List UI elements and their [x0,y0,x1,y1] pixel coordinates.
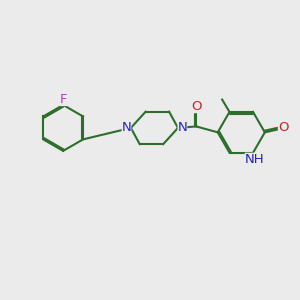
Text: O: O [191,100,202,113]
Text: F: F [59,93,67,106]
Text: N: N [122,122,131,134]
Text: O: O [278,122,288,134]
Text: NH: NH [245,153,264,166]
Text: N: N [178,122,187,134]
